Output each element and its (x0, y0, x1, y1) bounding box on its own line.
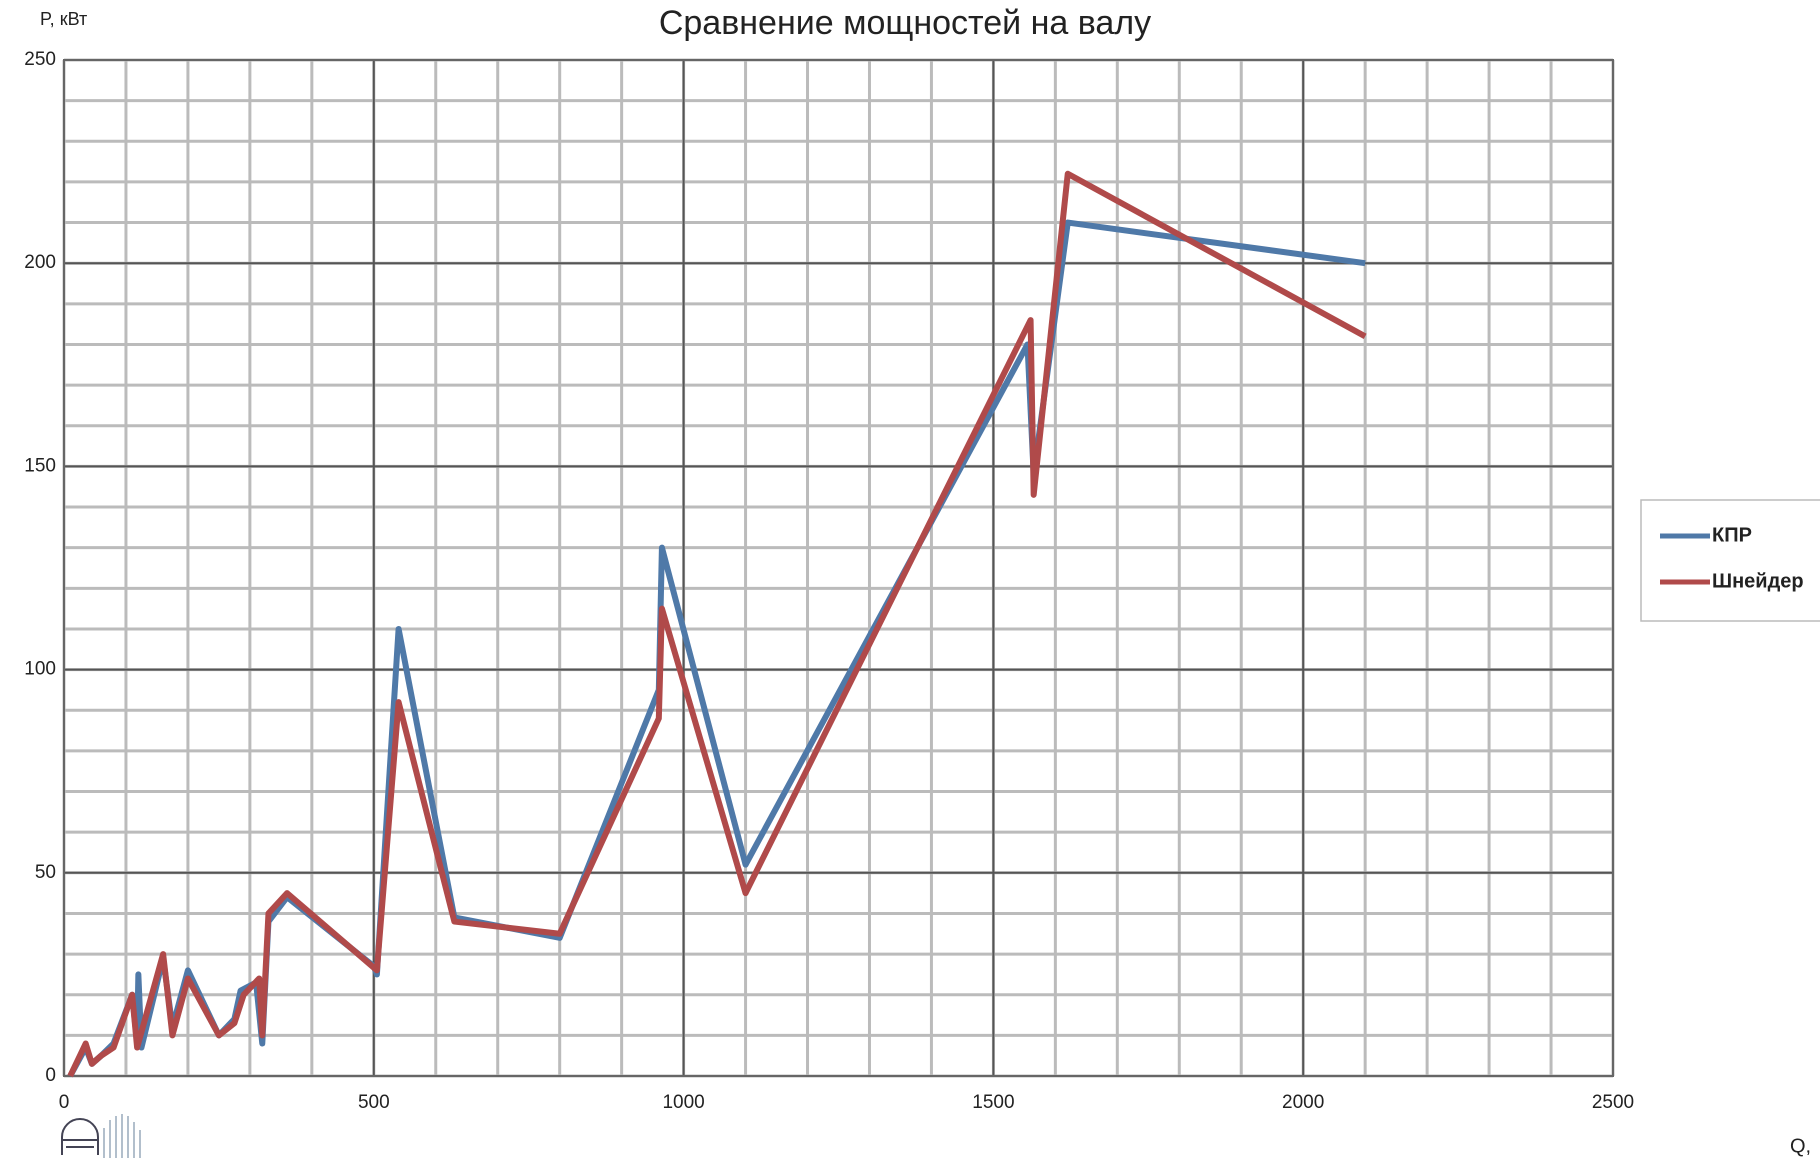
x-axis-label: Q, (1790, 1135, 1811, 1157)
chart-title: Сравнение мощностей на валу (659, 4, 1151, 42)
legend-label: КПР (1712, 524, 1752, 546)
legend-label: Шнейдер (1712, 570, 1804, 592)
x-tick-label: 0 (59, 1092, 70, 1113)
y-tick-label: 250 (24, 49, 56, 70)
plot-border (63, 59, 1614, 1077)
series-line (67, 170, 1367, 1078)
x-tick-label: 1000 (662, 1092, 704, 1113)
x-tick-label: 1500 (972, 1092, 1014, 1113)
y-axis-label: P, кВт (40, 9, 87, 29)
y-tick-label: 200 (24, 252, 56, 273)
logo-lines (62, 1139, 98, 1148)
logo-bars (103, 1114, 141, 1158)
y-tick-label: 0 (45, 1065, 56, 1086)
logo (61, 1114, 141, 1158)
x-tick-label: 2500 (1592, 1092, 1634, 1113)
logo-dome (61, 1118, 99, 1155)
y-tick-label: 50 (35, 862, 56, 883)
x-tick-label: 2000 (1282, 1092, 1324, 1113)
legend: КПР Шнейдер (1640, 499, 1820, 622)
x-tick-label: 500 (358, 1092, 390, 1113)
y-tick-label: 100 (24, 659, 56, 680)
y-tick-label: 150 (24, 455, 56, 476)
legend-box (1640, 499, 1820, 622)
